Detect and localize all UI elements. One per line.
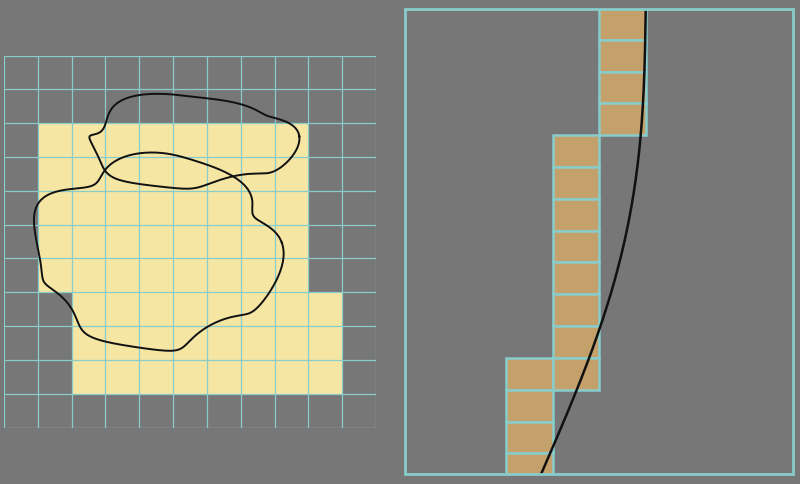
Bar xyxy=(38,191,72,225)
Bar xyxy=(207,158,241,191)
Bar xyxy=(173,360,207,394)
Bar xyxy=(106,326,139,360)
Bar xyxy=(38,124,72,158)
Bar xyxy=(506,358,553,390)
Bar xyxy=(207,124,241,158)
Bar xyxy=(274,191,308,225)
Bar xyxy=(274,360,308,394)
Bar xyxy=(553,231,599,263)
Bar xyxy=(106,225,139,259)
Bar xyxy=(553,358,599,390)
Bar xyxy=(139,259,173,293)
Bar xyxy=(599,73,646,104)
Bar xyxy=(241,360,274,394)
Bar xyxy=(241,326,274,360)
Bar xyxy=(72,326,106,360)
Bar xyxy=(207,259,241,293)
Bar xyxy=(72,191,106,225)
Bar xyxy=(308,293,342,326)
Bar xyxy=(241,293,274,326)
Bar xyxy=(139,225,173,259)
Bar xyxy=(308,360,342,394)
Bar xyxy=(173,191,207,225)
Bar xyxy=(599,41,646,73)
Bar xyxy=(553,136,599,167)
Bar xyxy=(139,191,173,225)
Bar xyxy=(274,124,308,158)
Bar xyxy=(106,191,139,225)
Bar xyxy=(274,259,308,293)
Bar xyxy=(207,191,241,225)
Bar xyxy=(106,360,139,394)
Bar xyxy=(553,263,599,295)
Bar xyxy=(599,104,646,136)
Bar xyxy=(38,158,72,191)
Bar xyxy=(599,9,646,41)
Bar xyxy=(274,326,308,360)
Bar xyxy=(207,225,241,259)
Bar xyxy=(72,158,106,191)
Bar xyxy=(241,191,274,225)
Bar xyxy=(274,158,308,191)
Bar xyxy=(106,158,139,191)
Bar xyxy=(241,158,274,191)
Bar xyxy=(173,259,207,293)
Bar xyxy=(173,158,207,191)
Bar xyxy=(139,158,173,191)
Bar xyxy=(173,326,207,360)
Bar xyxy=(173,293,207,326)
Bar xyxy=(207,326,241,360)
Bar xyxy=(139,360,173,394)
Bar xyxy=(106,293,139,326)
Bar xyxy=(553,326,599,358)
Bar xyxy=(173,225,207,259)
Bar xyxy=(241,259,274,293)
Bar xyxy=(308,326,342,360)
Bar xyxy=(207,360,241,394)
Bar xyxy=(139,326,173,360)
Bar xyxy=(173,124,207,158)
Bar xyxy=(274,293,308,326)
Bar xyxy=(553,295,599,326)
Bar xyxy=(241,225,274,259)
Bar xyxy=(274,225,308,259)
Bar xyxy=(506,390,553,422)
Bar xyxy=(72,124,106,158)
Bar xyxy=(553,199,599,231)
Bar xyxy=(506,422,553,454)
Bar xyxy=(72,360,106,394)
Bar xyxy=(553,167,599,199)
Bar xyxy=(72,259,106,293)
Bar xyxy=(207,293,241,326)
Bar xyxy=(241,124,274,158)
Bar xyxy=(139,124,173,158)
Bar xyxy=(38,225,72,259)
Bar xyxy=(106,259,139,293)
Bar xyxy=(72,225,106,259)
Bar xyxy=(139,293,173,326)
Bar xyxy=(38,259,72,293)
Bar xyxy=(106,124,139,158)
Bar xyxy=(506,454,553,484)
Bar xyxy=(72,293,106,326)
